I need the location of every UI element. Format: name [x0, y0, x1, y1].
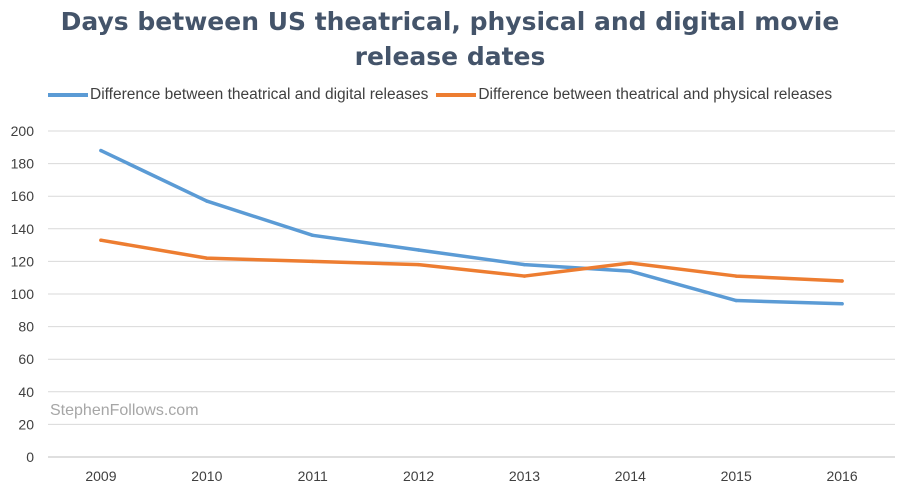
x-tick-label: 2013: [509, 468, 540, 484]
series-1-point: [416, 262, 421, 267]
chart-title: Days between US theatrical, physical and…: [0, 4, 900, 74]
legend-label-physical: Difference between theatrical and physic…: [478, 86, 833, 103]
series-1-point: [734, 274, 738, 278]
series-0-point: [628, 269, 633, 273]
series-0-point: [416, 248, 421, 252]
series-0-point: [840, 302, 844, 306]
x-axis: 2009 2010 2011 2012 2013 2014 2015 2016: [85, 468, 857, 484]
y-tick-label: 20: [18, 416, 34, 432]
watermark: StephenFollows.com: [50, 402, 199, 419]
chart-legend: Difference between theatrical and digita…: [48, 86, 832, 104]
series-1-point: [628, 261, 633, 265]
series-line-0: [99, 148, 844, 306]
legend-item-physical: Difference between theatrical and physic…: [436, 86, 832, 104]
y-tick-label: 80: [18, 319, 34, 335]
legend-label-digital: Difference between theatrical and digita…: [90, 86, 429, 103]
y-tick-label: 60: [18, 351, 34, 367]
series-1-point: [99, 238, 103, 242]
x-tick-label: 2012: [403, 468, 434, 484]
series-0-point: [99, 148, 103, 153]
x-tick-label: 2015: [721, 468, 752, 484]
chart-title-line-1: Days between US theatrical, physical and…: [60, 7, 840, 36]
series-1-point: [522, 274, 527, 278]
y-tick-label: 160: [11, 188, 35, 204]
series-1-point: [310, 259, 315, 264]
y-tick-label: 140: [11, 221, 35, 237]
series-0-point: [310, 233, 315, 238]
legend-swatch-digital: [48, 93, 88, 97]
chart-title-line-2: release dates: [354, 42, 546, 71]
legend-swatch-physical: [436, 93, 477, 97]
gridlines: [48, 130, 895, 458]
series-0-point: [205, 199, 209, 203]
y-tick-label: 200: [11, 123, 35, 139]
series-line-1: [99, 238, 844, 283]
y-tick-label: 180: [11, 156, 35, 172]
series-0-point: [522, 262, 527, 267]
series-0-point: [734, 298, 738, 303]
y-axis: 0 20 40 60 80 100 120 140 160 180 200: [11, 123, 35, 465]
series-lines: [99, 148, 844, 306]
legend-item-digital: Difference between theatrical and digita…: [48, 86, 428, 104]
series-1-point: [840, 279, 844, 283]
y-tick-label: 100: [11, 286, 35, 302]
x-tick-label: 2014: [615, 468, 646, 484]
y-tick-label: 40: [18, 384, 34, 400]
x-tick-label: 2009: [85, 468, 116, 484]
y-tick-label: 120: [11, 253, 35, 269]
x-tick-label: 2016: [826, 468, 857, 484]
x-tick-label: 2011: [298, 468, 328, 484]
y-tick-label: 0: [26, 449, 34, 465]
series-1-point: [205, 256, 209, 260]
x-tick-label: 2010: [191, 468, 222, 484]
